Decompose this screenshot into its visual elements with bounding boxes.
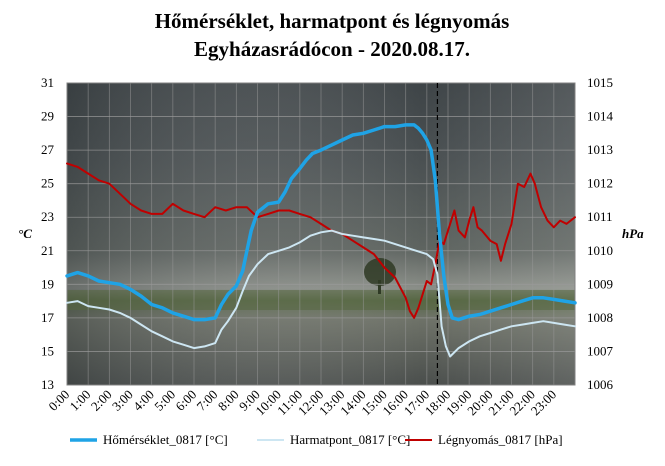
left-tick-label: 31 — [41, 75, 54, 90]
x-tick-label: 23:00 — [528, 387, 560, 419]
chart-title-line-2: Egyházasrádócon - 2020.08.17. — [194, 37, 470, 61]
left-tick-label: 23 — [41, 209, 54, 224]
legend-label: Hőmérséklet_0817 [°C] — [103, 432, 228, 447]
left-tick-label: 15 — [41, 343, 54, 358]
left-tick-label: 21 — [41, 243, 54, 258]
series-line-2 — [66, 162, 576, 319]
chart-title-line-1: Hőmérséklet, harmatpont és légnyomás — [155, 9, 510, 33]
left-tick-label: 27 — [41, 142, 55, 157]
right-tick-label: 1009 — [587, 276, 613, 291]
left-tick-label: 19 — [41, 276, 54, 291]
right-tick-label: 1013 — [587, 142, 613, 157]
x-axis-ticks: 0:001:002:003:004:005:006:007:008:009:00… — [45, 387, 559, 419]
right-tick-label: 1015 — [587, 75, 613, 90]
series-line-0 — [65, 123, 577, 322]
left-tick-label: 13 — [41, 377, 54, 392]
right-tick-label: 1014 — [587, 109, 614, 124]
gridlines — [66, 82, 576, 386]
right-axis-ticks: 1006 1007 1008 1009 1010 1011 1012 1013 1014 1015 — [587, 75, 614, 392]
right-tick-label: 1011 — [587, 209, 613, 224]
left-axis-label: °C — [18, 226, 32, 241]
plot-border — [66, 82, 576, 386]
left-tick-label: 29 — [41, 109, 54, 124]
right-axis-label: hPa — [622, 226, 644, 241]
legend-label: Légnyomás_0817 [hPa] — [438, 432, 563, 447]
left-tick-label: 25 — [41, 176, 54, 191]
right-tick-label: 1008 — [587, 310, 613, 325]
data-series — [65, 123, 577, 358]
right-tick-label: 1007 — [587, 343, 614, 358]
right-tick-label: 1006 — [587, 377, 614, 392]
left-axis-ticks: 13 15 17 19 21 23 25 27 29 31 — [41, 75, 55, 392]
series-line-1 — [66, 229, 576, 358]
chart-title: Hőmérséklet, harmatpont és légnyomás Egy… — [155, 9, 510, 61]
legend-label: Harmatpont_0817 [°C] — [290, 432, 410, 447]
left-tick-label: 17 — [41, 310, 55, 325]
right-tick-label: 1010 — [587, 243, 613, 258]
legend: Hőmérséklet_0817 [°C] Harmatpont_0817 [°C… — [70, 432, 563, 447]
right-tick-label: 1012 — [587, 176, 613, 191]
